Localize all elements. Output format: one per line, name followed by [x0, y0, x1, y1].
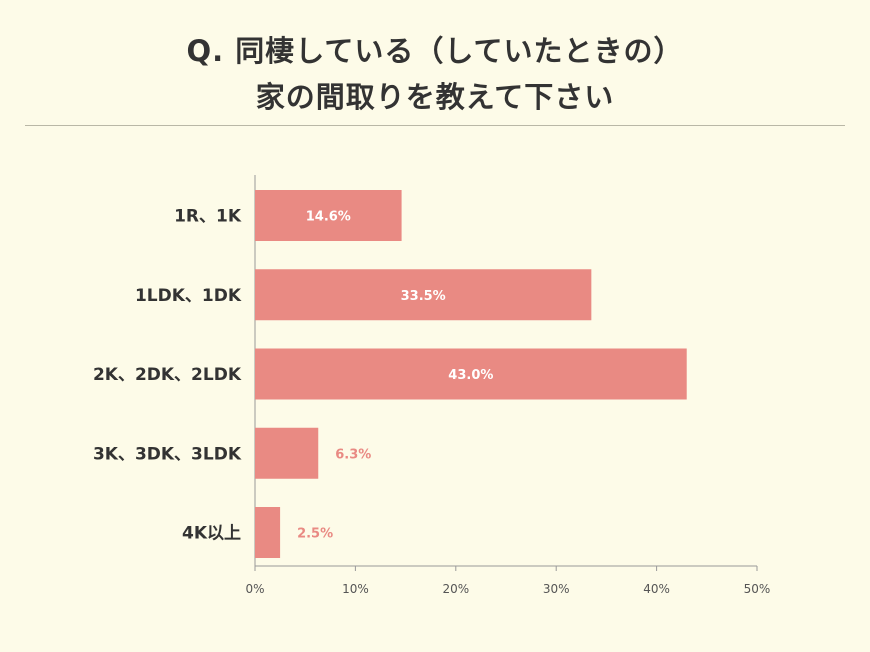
- value-label: 2.5%: [297, 527, 333, 542]
- bar: [255, 190, 402, 241]
- value-label: 33.5%: [401, 289, 446, 304]
- x-tick-label: 40%: [643, 582, 670, 596]
- category-label: 3K、3DK、3LDK: [93, 444, 242, 464]
- bar: [255, 427, 319, 479]
- chart-title-line-2: 家の間取りを教えて下さい: [255, 80, 615, 114]
- x-tick-label: 0%: [245, 582, 264, 596]
- category-label: 1LDK、1DK: [135, 286, 242, 306]
- x-tick-label: 10%: [342, 582, 369, 596]
- category-label: 1R、1K: [174, 207, 242, 227]
- bar: [255, 269, 592, 321]
- x-tick-label: 30%: [543, 582, 570, 596]
- title-divider: [25, 125, 845, 126]
- x-tick-label: 50%: [744, 582, 771, 596]
- bar: [255, 507, 281, 558]
- x-tick-label: 20%: [442, 582, 469, 596]
- category-label: 4K以上: [182, 524, 241, 544]
- bar: [255, 348, 687, 400]
- value-label: 6.3%: [335, 447, 371, 462]
- value-label: 14.6%: [306, 210, 351, 225]
- category-label: 2K、2DK、2LDK: [93, 365, 242, 385]
- chart-title-line-1: Q. 同棲している（していたときの）: [186, 34, 684, 68]
- value-label: 43.0%: [448, 368, 493, 383]
